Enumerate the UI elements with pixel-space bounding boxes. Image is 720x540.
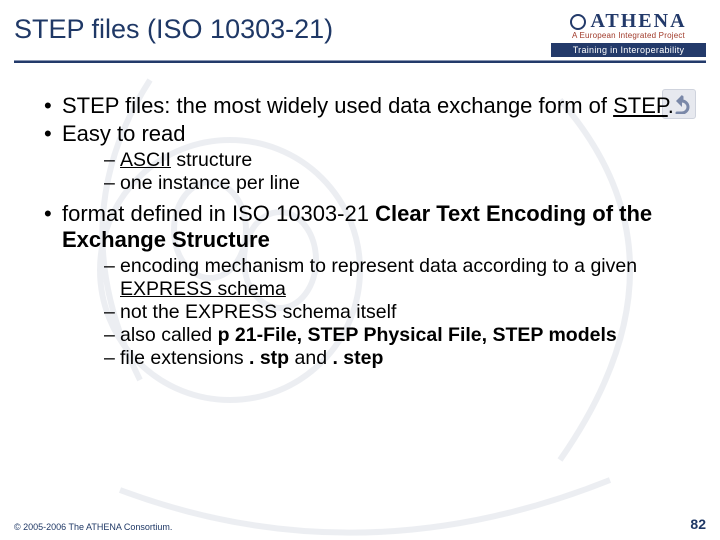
bullet-2: Easy to read ASCII structure one instanc…: [44, 121, 694, 195]
b3-s4-b1: . stp: [249, 347, 289, 369]
b1-post: .: [668, 93, 674, 118]
b3-s4-pre: file extensions: [120, 347, 249, 369]
slide-title: STEP files (ISO 10303-21): [14, 10, 551, 45]
page-number: 82: [690, 516, 706, 532]
footer: © 2005-2006 The ATHENA Consortium. 82: [14, 516, 706, 532]
bullet-2-sublist: ASCII structure one instance per line: [62, 149, 694, 195]
b3-s1-pre: encoding mechanism to represent data acc…: [120, 255, 637, 277]
b3-s4-mid: and: [289, 347, 332, 369]
b2-s1-post: structure: [171, 149, 252, 171]
logo-ring-icon: [570, 14, 586, 30]
b2-s1-link-ascii[interactable]: ASCII: [120, 149, 171, 171]
b2-sub1: ASCII structure: [104, 149, 694, 172]
bullet-1: STEP files: the most widely used data ex…: [44, 93, 694, 119]
logo-athena: ATHENA: [570, 10, 686, 33]
logo-block: ATHENA A European Integrated Project Tra…: [551, 10, 706, 57]
b3-pre: format defined in ISO 10303-21: [62, 201, 375, 226]
content-area: STEP files: the most widely used data ex…: [0, 63, 720, 370]
copyright: © 2005-2006 The ATHENA Consortium.: [14, 522, 172, 532]
b3-s3-bold: p 21-File, STEP Physical File, STEP mode…: [218, 324, 617, 346]
b2-text: Easy to read: [62, 121, 186, 146]
b3-s1-link-express[interactable]: EXPRESS schema: [120, 278, 286, 300]
b2-sub2: one instance per line: [104, 172, 694, 195]
b1-text: STEP files: the most widely used data ex…: [62, 93, 613, 118]
b3-s3-pre: also called: [120, 324, 218, 346]
b3-sub3: also called p 21-File, STEP Physical Fil…: [104, 324, 694, 347]
b3-sub2: not the EXPRESS schema itself: [104, 301, 694, 324]
bullet-3: format defined in ISO 10303-21 Clear Tex…: [44, 201, 694, 370]
bullet-3-sublist: encoding mechanism to represent data acc…: [62, 255, 694, 370]
training-bar: Training in Interoperability: [551, 43, 706, 57]
b3-sub1: encoding mechanism to represent data acc…: [104, 255, 694, 301]
b1-link-step[interactable]: STEP: [613, 93, 668, 118]
b3-sub4: file extensions . stp and . step: [104, 347, 694, 370]
logo-text: ATHENA: [590, 10, 686, 33]
slide-header: STEP files (ISO 10303-21) ATHENA A Europ…: [0, 0, 720, 60]
bullet-list: STEP files: the most widely used data ex…: [26, 93, 694, 370]
b3-s4-b2: . step: [332, 347, 383, 369]
logo-subtitle: A European Integrated Project: [551, 31, 706, 40]
